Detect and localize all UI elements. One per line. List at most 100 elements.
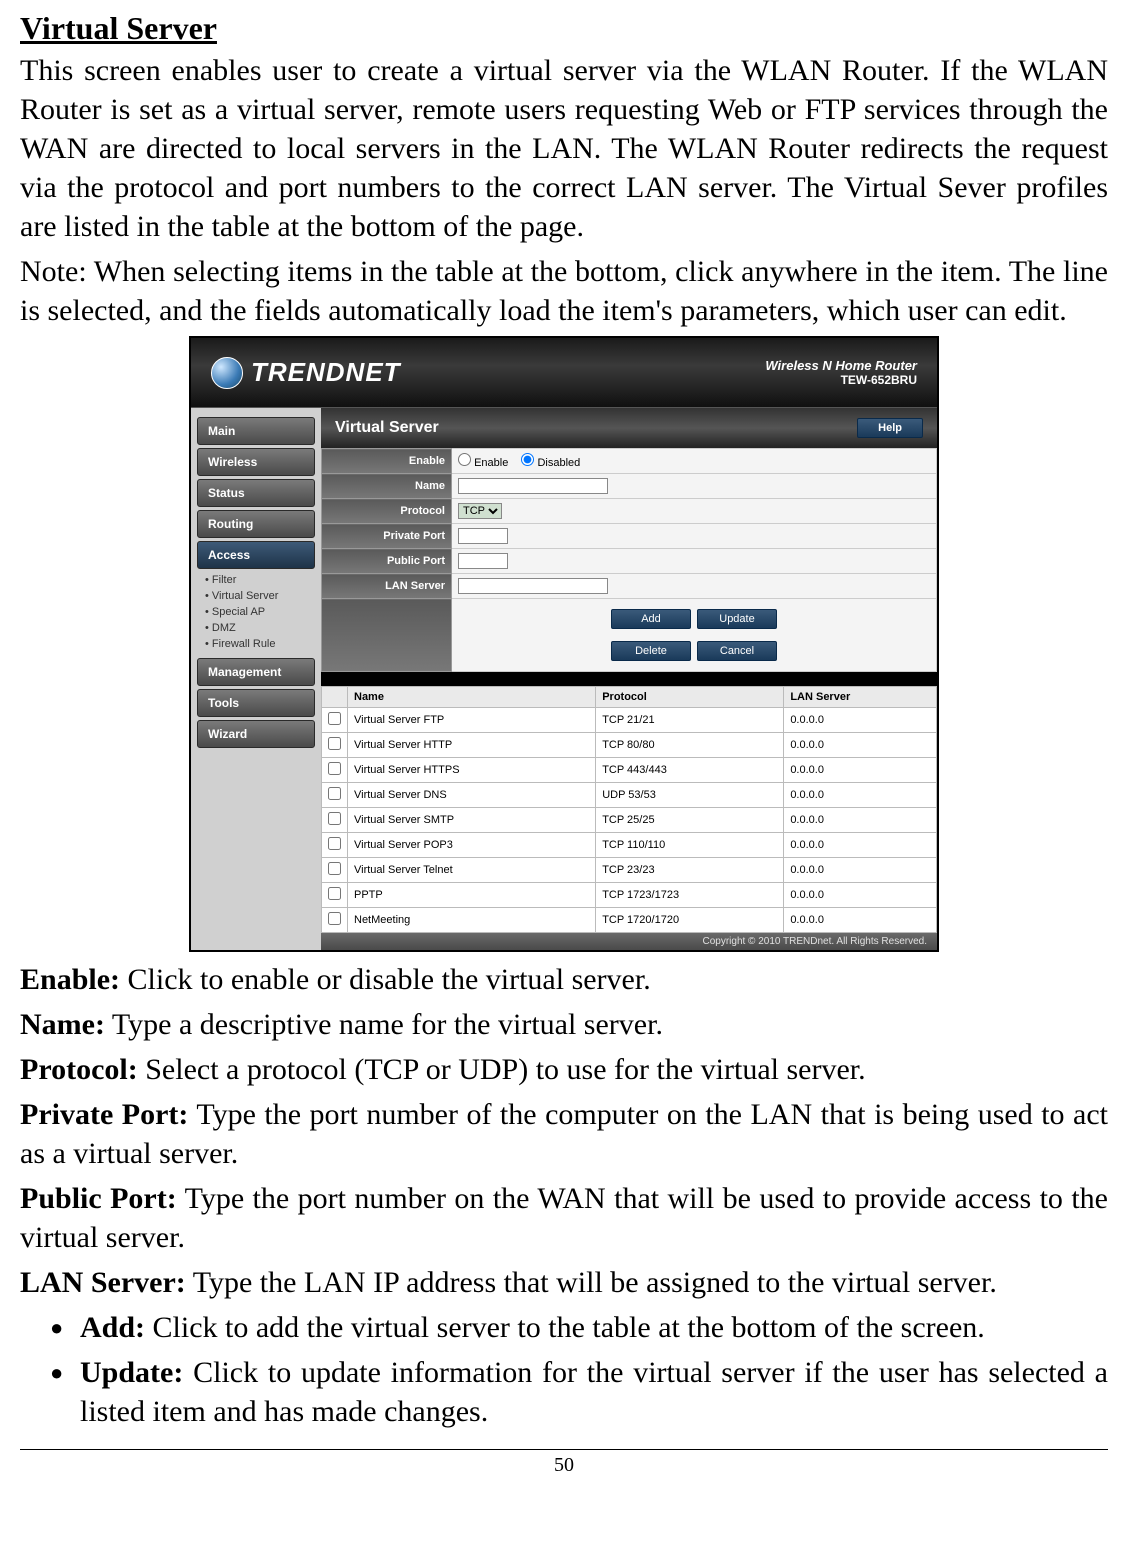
cancel-button[interactable]: Cancel (697, 641, 777, 661)
table-cell: TCP 110/110 (596, 833, 784, 858)
table-cell: TCP 21/21 (596, 708, 784, 733)
lbl-buttons (322, 599, 452, 672)
input-public-port[interactable] (458, 553, 508, 569)
bullet-update: Update: Click to update information for … (50, 1353, 1108, 1431)
row-checkbox-cell (322, 833, 348, 858)
row-checkbox[interactable] (328, 837, 341, 850)
nav-main[interactable]: Main (197, 417, 315, 445)
th-check (322, 687, 348, 708)
table-row[interactable]: Virtual Server DNSUDP 53/530.0.0.0 (322, 783, 937, 808)
bullet-add-label: Add: (80, 1311, 145, 1344)
row-checkbox[interactable] (328, 712, 341, 725)
field-name-label: Name: (20, 1008, 105, 1041)
subnav-special-ap[interactable]: Special AP (205, 604, 315, 620)
field-lan-server: LAN Server: Type the LAN IP address that… (20, 1263, 1108, 1302)
profiles-table: Name Protocol LAN Server Virtual Server … (321, 686, 937, 933)
content-header: Virtual Server Help (321, 408, 937, 448)
radio-disabled-text: Disabled (537, 457, 580, 469)
field-public-port: Public Port: Type the port number on the… (20, 1179, 1108, 1257)
table-row[interactable]: Virtual Server POP3TCP 110/1100.0.0.0 (322, 833, 937, 858)
select-protocol[interactable]: TCP (458, 503, 502, 519)
lbl-enable: Enable (322, 449, 452, 474)
section-title: Virtual Server (20, 10, 1108, 47)
nav-wireless[interactable]: Wireless (197, 448, 315, 476)
subnav-dmz[interactable]: DMZ (205, 620, 315, 636)
nav-status[interactable]: Status (197, 479, 315, 507)
table-cell: TCP 1723/1723 (596, 883, 784, 908)
nav-management[interactable]: Management (197, 658, 315, 686)
bullet-update-text: Click to update information for the virt… (80, 1356, 1108, 1428)
table-cell: 0.0.0.0 (784, 733, 937, 758)
field-enable-label: Enable: (20, 963, 120, 996)
router-ui: TRENDNET Wireless N Home Router TEW-652B… (189, 336, 939, 952)
router-sidebar: Main Wireless Status Routing Access Filt… (191, 408, 321, 950)
field-private-port: Private Port: Type the port number of th… (20, 1095, 1108, 1173)
table-cell: Virtual Server HTTP (348, 733, 596, 758)
input-name[interactable] (458, 478, 608, 494)
model-line1: Wireless N Home Router (765, 358, 917, 374)
table-row[interactable]: Virtual Server HTTPSTCP 443/4430.0.0.0 (322, 758, 937, 783)
radio-enable[interactable] (458, 453, 471, 466)
row-checkbox[interactable] (328, 887, 341, 900)
delete-button[interactable]: Delete (611, 641, 691, 661)
table-cell: Virtual Server FTP (348, 708, 596, 733)
button-row: Add Update (458, 603, 930, 635)
table-row[interactable]: Virtual Server SMTPTCP 25/250.0.0.0 (322, 808, 937, 833)
intro-paragraph: This screen enables user to create a vir… (20, 51, 1108, 246)
row-checkbox[interactable] (328, 912, 341, 925)
router-content: Virtual Server Help Enable Enable Disabl… (321, 408, 937, 950)
nav-tools[interactable]: Tools (197, 689, 315, 717)
table-row[interactable]: Virtual Server HTTPTCP 80/800.0.0.0 (322, 733, 937, 758)
radio-enable-label[interactable]: Enable (458, 457, 508, 469)
update-button[interactable]: Update (697, 609, 777, 629)
table-cell: Virtual Server Telnet (348, 858, 596, 883)
nav-routing[interactable]: Routing (197, 510, 315, 538)
add-button[interactable]: Add (611, 609, 691, 629)
subnav-virtual-server[interactable]: Virtual Server (205, 588, 315, 604)
table-row[interactable]: NetMeetingTCP 1720/17200.0.0.0 (322, 908, 937, 933)
row-checkbox-cell (322, 808, 348, 833)
nav-wizard[interactable]: Wizard (197, 720, 315, 748)
router-footer: Copyright © 2010 TRENDnet. All Rights Re… (321, 933, 937, 950)
row-checkbox-cell (322, 908, 348, 933)
row-checkbox-cell (322, 758, 348, 783)
table-row[interactable]: Virtual Server FTPTCP 21/210.0.0.0 (322, 708, 937, 733)
table-cell: 0.0.0.0 (784, 858, 937, 883)
table-cell: PPTP (348, 883, 596, 908)
table-cell: TCP 1720/1720 (596, 908, 784, 933)
table-cell: Virtual Server POP3 (348, 833, 596, 858)
table-cell: TCP 80/80 (596, 733, 784, 758)
subnav-firewall-rule[interactable]: Firewall Rule (205, 636, 315, 652)
table-row[interactable]: Virtual Server TelnetTCP 23/230.0.0.0 (322, 858, 937, 883)
table-cell: TCP 443/443 (596, 758, 784, 783)
field-protocol: Protocol: Select a protocol (TCP or UDP)… (20, 1050, 1108, 1089)
table-cell: Virtual Server DNS (348, 783, 596, 808)
button-row-2: Delete Cancel (458, 635, 930, 667)
row-checkbox[interactable] (328, 862, 341, 875)
row-checkbox[interactable] (328, 737, 341, 750)
table-row[interactable]: PPTPTCP 1723/17230.0.0.0 (322, 883, 937, 908)
row-checkbox-cell (322, 883, 348, 908)
logo-icon (211, 357, 243, 389)
lbl-protocol: Protocol (322, 499, 452, 524)
field-lan-server-text: Type the LAN IP address that will be ass… (186, 1266, 997, 1299)
bullet-add: Add: Click to add the virtual server to … (50, 1308, 1108, 1347)
field-enable: Enable: Click to enable or disable the v… (20, 960, 1108, 999)
lbl-public-port: Public Port (322, 549, 452, 574)
lbl-name: Name (322, 474, 452, 499)
router-model: Wireless N Home Router TEW-652BRU (765, 358, 917, 388)
row-checkbox[interactable] (328, 787, 341, 800)
nav-access[interactable]: Access (197, 541, 315, 569)
table-cell: TCP 23/23 (596, 858, 784, 883)
row-checkbox-cell (322, 783, 348, 808)
radio-disabled-label[interactable]: Disabled (521, 457, 580, 469)
input-lan-server[interactable] (458, 578, 608, 594)
row-checkbox[interactable] (328, 762, 341, 775)
radio-disabled[interactable] (521, 453, 534, 466)
table-cell: 0.0.0.0 (784, 883, 937, 908)
table-cell: 0.0.0.0 (784, 808, 937, 833)
help-button[interactable]: Help (857, 418, 923, 438)
row-checkbox[interactable] (328, 812, 341, 825)
subnav-filter[interactable]: Filter (205, 572, 315, 588)
input-private-port[interactable] (458, 528, 508, 544)
